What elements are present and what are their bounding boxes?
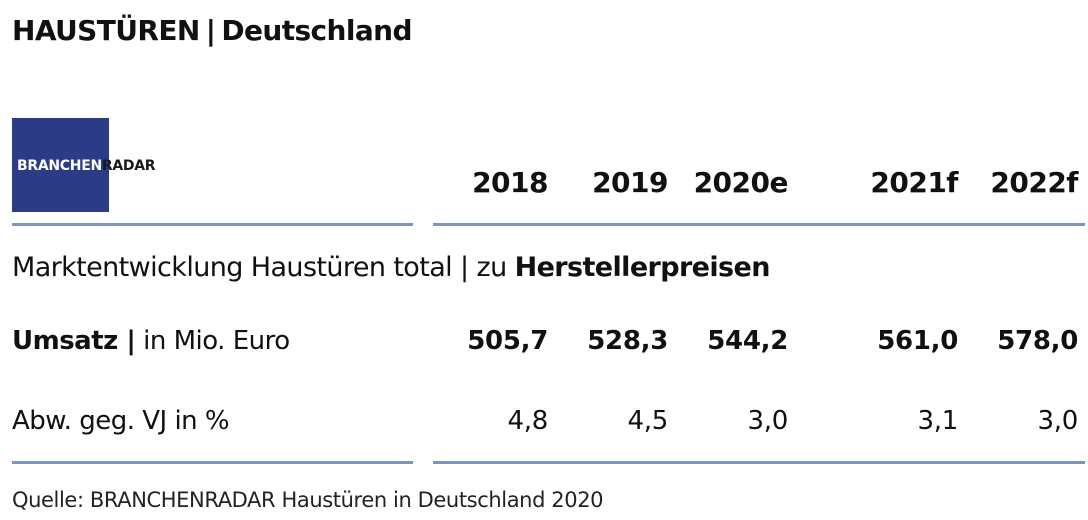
logo-part1: BRANCHEN	[17, 158, 102, 174]
umsatz-value-2020e: 544,2	[707, 326, 788, 356]
column-header-2018: 2018	[472, 166, 548, 199]
header-rule-right	[433, 223, 1085, 226]
umsatz-value-2022f: 578,0	[997, 326, 1078, 356]
footer-rule-right	[433, 461, 1085, 464]
section-heading-normal: Marktentwicklung Haustüren total | zu	[12, 252, 515, 283]
section-heading-bold: Herstellerpreisen	[514, 252, 771, 283]
column-header-2021f: 2021f	[870, 166, 958, 199]
umsatz-label-unit: in Mio. Euro	[135, 326, 290, 356]
branchenradar-logo: BRANCHENRADAR	[12, 118, 156, 212]
abw-value-2018: 4,8	[507, 406, 549, 436]
title-main: HAUSTÜREN	[12, 14, 200, 47]
abw-row-label: Abw. geg. VJ in %	[12, 406, 230, 436]
source-note: Quelle: BRANCHENRADAR Haustüren in Deuts…	[12, 488, 604, 512]
umsatz-label-bold: Umsatz |	[12, 326, 136, 356]
section-heading: Marktentwicklung Haustüren total | zu He…	[12, 252, 770, 283]
title-region: Deutschland	[221, 14, 412, 47]
logo-text: BRANCHENRADAR	[17, 158, 156, 174]
umsatz-value-2019: 528,3	[587, 326, 668, 356]
column-header-2020e: 2020e	[693, 166, 789, 199]
header-rule-left	[12, 223, 413, 226]
column-header-2022f: 2022f	[990, 166, 1078, 199]
title-separator: |	[205, 14, 216, 47]
abw-value-2022f: 3,0	[1037, 406, 1079, 436]
umsatz-value-2021f: 561,0	[877, 326, 958, 356]
umsatz-row-label: Umsatz | in Mio. Euro	[12, 326, 290, 356]
umsatz-value-2018: 505,7	[467, 326, 548, 356]
abw-value-2020e: 3,0	[747, 406, 789, 436]
column-header-2019: 2019	[592, 166, 668, 199]
abw-value-2019: 4,5	[627, 406, 669, 436]
page-title: HAUSTÜREN | Deutschland	[12, 14, 413, 47]
footer-rule-left	[12, 461, 413, 464]
logo-part2: RADAR	[101, 158, 156, 174]
abw-value-2021f: 3,1	[917, 406, 959, 436]
